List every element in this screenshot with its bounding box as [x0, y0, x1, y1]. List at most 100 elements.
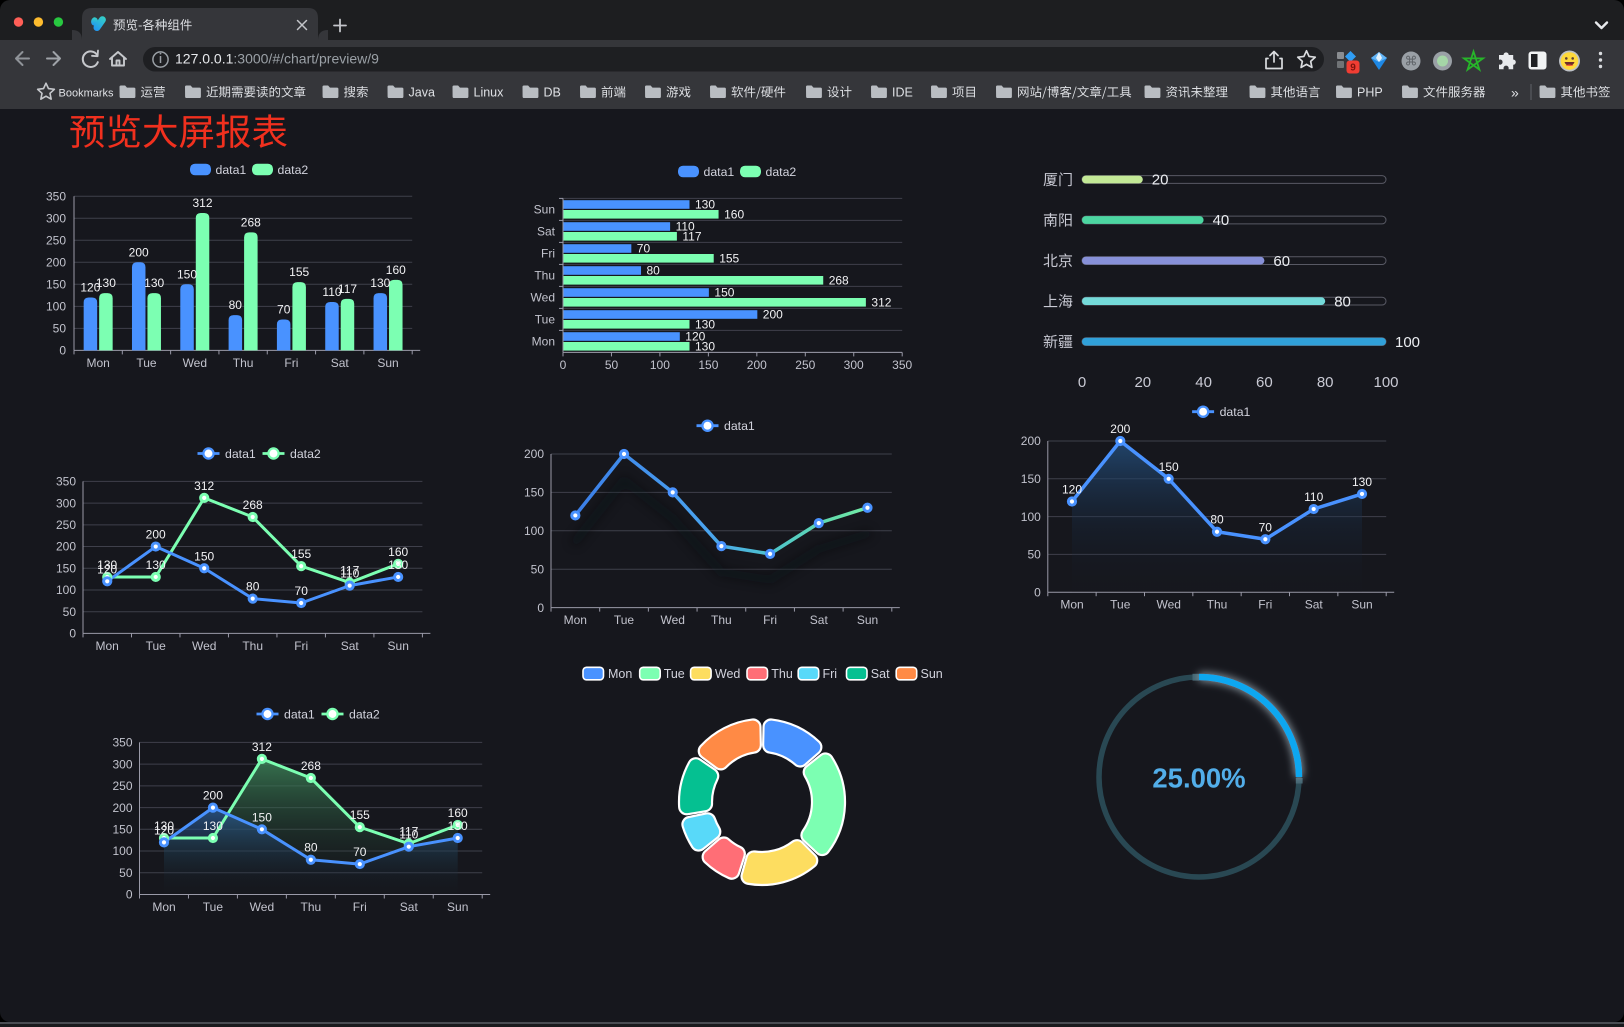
svg-text:PHP: PHP: [1357, 86, 1383, 100]
svg-text:60: 60: [1273, 253, 1290, 270]
svg-text:160: 160: [388, 545, 408, 559]
svg-text:70: 70: [277, 303, 291, 317]
svg-text:150: 150: [1159, 460, 1179, 474]
svg-text:Wed: Wed: [531, 291, 555, 305]
svg-text:Sat: Sat: [331, 356, 350, 370]
svg-text:100: 100: [56, 583, 76, 597]
svg-text:Wed: Wed: [183, 356, 207, 370]
svg-text:Wed: Wed: [660, 613, 684, 627]
svg-text:Sun: Sun: [534, 203, 555, 217]
svg-text:Thu: Thu: [1207, 598, 1228, 612]
svg-text:Wed: Wed: [250, 900, 274, 914]
svg-text:»: »: [1511, 85, 1519, 101]
svg-text:50: 50: [119, 866, 133, 880]
svg-text:20: 20: [1134, 374, 1151, 391]
svg-text:120: 120: [97, 562, 117, 576]
svg-text:150: 150: [1021, 472, 1041, 486]
svg-text:0: 0: [69, 627, 76, 641]
svg-text:110: 110: [399, 828, 418, 842]
svg-text:268: 268: [243, 498, 263, 512]
svg-text:Thu: Thu: [242, 639, 263, 653]
svg-text:Fri: Fri: [284, 356, 298, 370]
svg-text:100: 100: [46, 300, 66, 314]
svg-text:9: 9: [1350, 63, 1356, 74]
svg-text:data1: data1: [284, 707, 315, 721]
svg-text:155: 155: [291, 547, 311, 561]
svg-text:Tue: Tue: [146, 639, 167, 653]
svg-text:110: 110: [340, 567, 359, 581]
svg-text:350: 350: [56, 475, 76, 489]
svg-text:150: 150: [194, 549, 214, 563]
svg-text:data2: data2: [290, 447, 321, 461]
svg-text:110: 110: [322, 285, 341, 299]
svg-text:Fri: Fri: [294, 639, 308, 653]
svg-text:0: 0: [560, 358, 567, 372]
svg-text:250: 250: [112, 779, 132, 793]
svg-text:200: 200: [129, 245, 149, 259]
svg-text:200: 200: [56, 540, 76, 554]
svg-text:50: 50: [53, 322, 67, 336]
svg-text:155: 155: [289, 265, 309, 279]
svg-text:120: 120: [685, 330, 705, 344]
svg-text:70: 70: [295, 584, 309, 598]
svg-text:70: 70: [1259, 520, 1273, 534]
svg-text:100: 100: [1395, 334, 1420, 351]
svg-text:Sat: Sat: [537, 225, 556, 239]
svg-text:312: 312: [252, 740, 272, 754]
svg-text:120: 120: [1062, 483, 1082, 497]
svg-text:data2: data2: [278, 163, 309, 177]
svg-text:Wed: Wed: [1156, 598, 1180, 612]
svg-text:50: 50: [63, 605, 77, 619]
svg-text:350: 350: [46, 189, 66, 203]
svg-text:130: 130: [370, 276, 390, 290]
svg-text:Linux: Linux: [474, 86, 505, 100]
svg-text:Thu: Thu: [233, 356, 254, 370]
svg-text:Fri: Fri: [763, 613, 777, 627]
svg-text:300: 300: [56, 496, 76, 510]
svg-text:⌘: ⌘: [1405, 54, 1418, 69]
svg-text:Sat: Sat: [1305, 598, 1324, 612]
svg-text:312: 312: [871, 296, 891, 310]
svg-text:117: 117: [340, 564, 359, 578]
svg-text:117: 117: [399, 825, 418, 839]
svg-text:130: 130: [695, 198, 715, 212]
svg-text:268: 268: [829, 274, 849, 288]
svg-text:312: 312: [192, 196, 212, 210]
svg-text:150: 150: [46, 278, 66, 292]
svg-text:Sun: Sun: [388, 639, 409, 653]
svg-text:Mon: Mon: [87, 356, 110, 370]
svg-text:312: 312: [194, 479, 214, 493]
svg-text:0: 0: [126, 888, 133, 902]
svg-text:data1: data1: [704, 165, 735, 179]
svg-text:200: 200: [524, 447, 544, 461]
svg-text:200: 200: [1110, 422, 1130, 436]
svg-text:300: 300: [46, 211, 66, 225]
svg-text:150: 150: [56, 562, 76, 576]
svg-text:200: 200: [763, 308, 783, 322]
svg-text:Wed: Wed: [192, 639, 216, 653]
svg-text:Sat: Sat: [871, 667, 890, 681]
svg-text:data1: data1: [216, 163, 247, 177]
svg-text:150: 150: [698, 358, 718, 372]
svg-text:150: 150: [714, 286, 734, 300]
svg-text:200: 200: [747, 358, 767, 372]
svg-text:80: 80: [304, 841, 318, 855]
svg-text:data1: data1: [225, 447, 256, 461]
svg-text:Sat: Sat: [400, 900, 419, 914]
svg-text:50: 50: [1027, 548, 1041, 562]
svg-text:Bookmarks: Bookmarks: [59, 88, 115, 100]
svg-text:0: 0: [1034, 585, 1041, 599]
svg-text:Sun: Sun: [447, 900, 468, 914]
svg-text:Mon: Mon: [608, 667, 632, 681]
svg-text:Fri: Fri: [353, 900, 367, 914]
svg-text:80: 80: [1317, 374, 1334, 391]
svg-text:130: 130: [97, 558, 117, 572]
svg-text:Thu: Thu: [711, 613, 732, 627]
svg-text:70: 70: [353, 845, 367, 859]
svg-text:80: 80: [229, 298, 243, 312]
svg-text:Sun: Sun: [921, 667, 943, 681]
svg-text:155: 155: [350, 808, 370, 822]
svg-text:130: 130: [203, 819, 223, 833]
svg-text:40: 40: [1195, 374, 1212, 391]
svg-text:200: 200: [112, 801, 132, 815]
